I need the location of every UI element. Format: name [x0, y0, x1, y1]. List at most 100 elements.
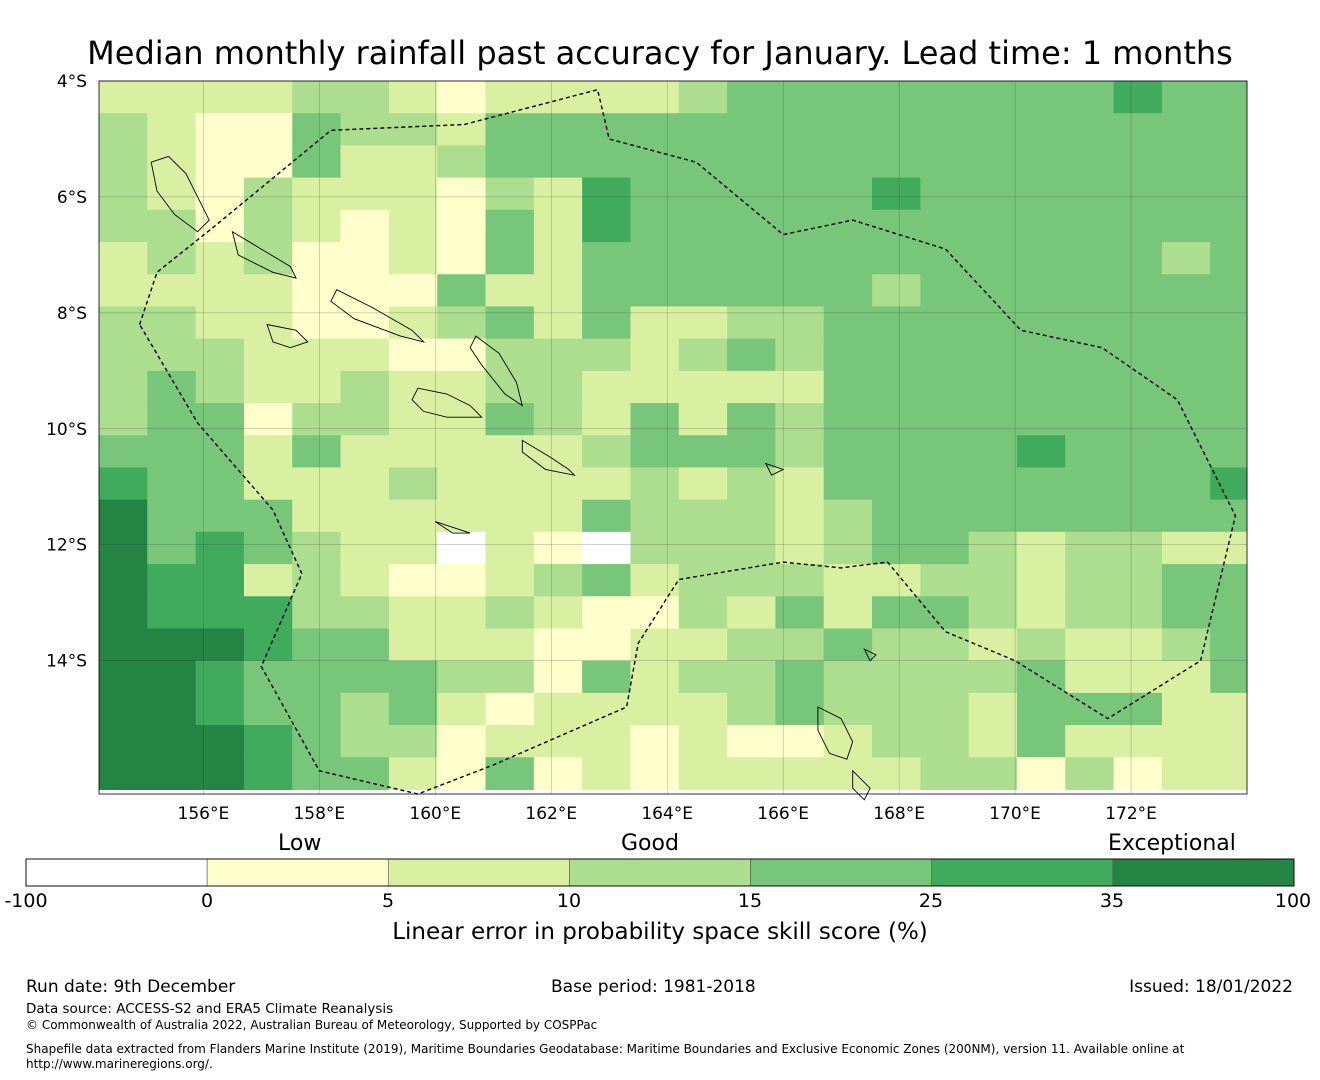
shapefile-note: Shapefile data extracted from Flanders M… — [26, 1042, 1185, 1056]
skill-cell — [1161, 499, 1211, 533]
skill-cell — [630, 274, 680, 307]
skill-cell — [1113, 467, 1163, 501]
skill-cell — [968, 596, 1018, 629]
skill-cell — [968, 274, 1018, 307]
skill-cell — [968, 145, 1018, 179]
skill-cell — [1065, 306, 1115, 340]
skill-cell — [243, 628, 293, 662]
skill-cell — [340, 209, 390, 243]
skill-cell — [1210, 692, 1248, 726]
skill-cell — [1161, 209, 1211, 243]
skill-cell — [437, 725, 487, 758]
skill-cell — [727, 725, 776, 758]
skill-cell — [485, 467, 535, 501]
lon-label: 162°E — [525, 804, 577, 824]
skill-cell — [630, 242, 680, 275]
skill-cell — [968, 564, 1018, 597]
skill-cell — [340, 725, 390, 758]
skill-cell — [968, 403, 1018, 436]
skill-cell — [582, 242, 631, 275]
skill-cell — [485, 435, 535, 468]
skill-cell — [1065, 628, 1115, 662]
skill-cell — [678, 403, 728, 436]
skill-cell — [872, 113, 921, 146]
skill-cell — [872, 306, 921, 340]
coastlines — [150, 155, 877, 801]
skill-cell — [872, 725, 921, 758]
skill-cell — [872, 628, 921, 662]
skill-cell — [243, 338, 293, 372]
skill-cell — [872, 338, 921, 372]
skill-cell — [582, 435, 631, 468]
skill-cell — [630, 113, 680, 146]
skill-cell — [872, 370, 921, 404]
skill-cell — [388, 564, 438, 597]
skill-cell — [775, 370, 825, 404]
skill-cell — [920, 531, 970, 565]
skill-cell — [437, 467, 487, 501]
skill-cell — [1161, 531, 1211, 565]
skill-cell — [678, 209, 728, 243]
skill-cell — [388, 435, 438, 468]
skill-cell — [727, 467, 776, 501]
skill-cell — [340, 370, 390, 404]
skill-cell — [1161, 596, 1211, 629]
skill-cell — [340, 242, 390, 275]
skill-cell — [1161, 564, 1211, 597]
skill-cell — [968, 370, 1018, 404]
skill-cell — [678, 725, 728, 758]
skill-cell — [1016, 242, 1066, 275]
skill-cell — [243, 177, 293, 211]
skill-cell — [823, 338, 873, 372]
skill-cell — [1016, 531, 1066, 565]
skill-cell — [292, 435, 342, 468]
skill-cell — [340, 403, 390, 436]
skill-cell — [437, 370, 487, 404]
skill-cell — [678, 145, 728, 179]
chart-title: Median monthly rainfall past accuracy fo… — [87, 34, 1233, 72]
skill-cell — [340, 499, 390, 533]
skill-cell — [340, 274, 390, 307]
skill-cell — [630, 370, 680, 404]
skill-cell — [1065, 564, 1115, 597]
issued-date: Issued: 18/01/2022 — [1129, 977, 1293, 997]
skill-cell — [533, 660, 583, 694]
skill-cell — [582, 596, 631, 629]
skill-cell — [1113, 338, 1163, 372]
skill-cell — [1210, 177, 1248, 211]
skill-cell — [1210, 403, 1248, 436]
lon-label: 164°E — [641, 804, 693, 824]
skill-cell — [775, 274, 825, 307]
skill-cell — [1161, 692, 1211, 726]
data-source: Data source: ACCESS-S2 and ERA5 Climate … — [26, 1001, 394, 1017]
skill-cell — [388, 209, 438, 243]
skill-cell — [823, 81, 873, 114]
skill-cell — [1016, 145, 1066, 179]
cb-category-exceptional: Exceptional — [1108, 831, 1236, 856]
skill-cell — [775, 692, 825, 726]
skill-cell — [630, 757, 680, 790]
skill-cell — [630, 725, 680, 758]
skill-cell — [388, 81, 438, 114]
skill-cell — [727, 274, 776, 307]
lat-label: 12°S — [46, 536, 87, 556]
skill-cell — [533, 692, 583, 726]
skill-cell — [582, 692, 631, 726]
skill-cell — [678, 435, 728, 468]
skill-cell — [1113, 435, 1163, 468]
skill-cell — [678, 467, 728, 501]
axis-labels: 4°S 6°S 8°S 10°S 12°S 14°S 156°E 158°E 160°E 162°… — [46, 72, 1157, 824]
skill-cell — [920, 306, 970, 340]
skill-cell — [533, 628, 583, 662]
skill-cell — [823, 370, 873, 404]
run-date: Run date: 9th December — [26, 977, 236, 997]
skill-cell — [1113, 660, 1163, 694]
skill-cell — [1065, 596, 1115, 629]
skill-cell — [292, 692, 342, 726]
skill-cell — [823, 499, 873, 533]
skill-cell — [292, 81, 342, 114]
skill-cell — [630, 435, 680, 468]
skill-cell — [340, 628, 390, 662]
skill-cell — [775, 725, 825, 758]
skill-cell — [388, 370, 438, 404]
